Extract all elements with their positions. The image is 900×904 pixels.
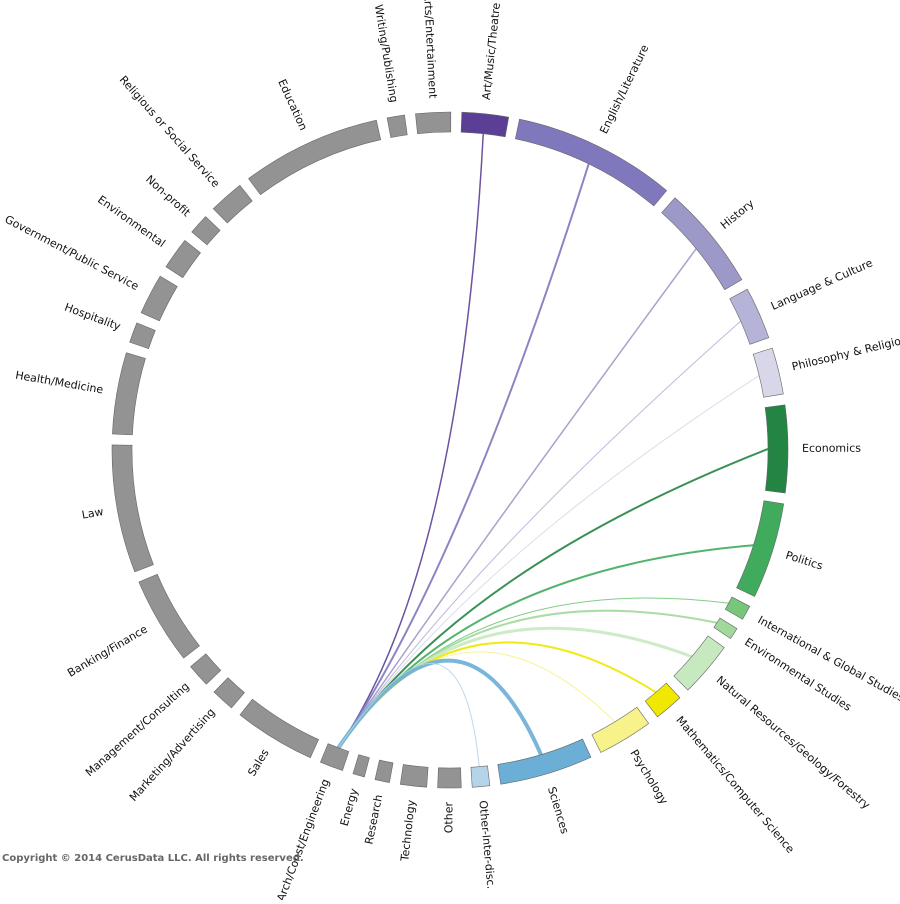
chord-link	[336, 658, 543, 756]
segment-arc	[661, 197, 743, 291]
segment-label: Banking/Finance	[65, 623, 150, 680]
segment-arc	[374, 759, 394, 783]
segment-label: Psychology	[627, 747, 670, 807]
copyright: Copyright © 2014 CerusData LLC. All righ…	[2, 853, 304, 864]
segment-arc	[515, 118, 668, 207]
segment-arc	[138, 573, 200, 659]
segment-arc	[248, 119, 382, 196]
segment-arc	[320, 743, 350, 771]
segment-label: Philosophy & Religion	[791, 333, 900, 373]
segment-label: Education	[275, 77, 310, 132]
segment-label: Language & Culture	[769, 256, 875, 313]
segment-label: Research	[362, 793, 385, 845]
segment-label: Writing/Publishing	[372, 3, 401, 103]
segment-arc	[386, 114, 408, 138]
segment-label: Health/Medicine	[14, 369, 104, 397]
segment-label: Politics	[784, 549, 825, 573]
chord-link	[337, 320, 742, 749]
segment-arc	[736, 500, 785, 597]
segment-arc	[140, 275, 178, 322]
chord-link	[337, 448, 769, 749]
segment-label: Technology	[398, 799, 418, 863]
segment-arc	[190, 653, 222, 685]
segment-arc	[764, 404, 789, 494]
segment-arc	[129, 322, 156, 349]
segment-arc	[724, 596, 751, 620]
segment-label: Non-profit	[143, 173, 193, 220]
segment-label: Hospitality	[63, 301, 123, 334]
chord-link	[337, 163, 590, 749]
segment-arc	[713, 617, 738, 639]
segment-label: Energy	[338, 787, 361, 828]
segment-label: English/Literature	[597, 42, 651, 135]
segment-label: History	[718, 197, 757, 232]
chord-link	[337, 133, 484, 749]
segment-arc	[213, 677, 245, 709]
segment-label: Government/Public Service	[3, 213, 141, 293]
chord-link	[337, 375, 760, 749]
segment-arc	[591, 706, 650, 753]
segment-label: Religious or Social Service	[117, 73, 223, 190]
chord-link	[337, 663, 480, 767]
segment-label: Environmental	[95, 193, 168, 250]
segment-arc	[352, 754, 370, 778]
segment-label: Management/Consulting	[83, 680, 192, 780]
segment-label: Economics	[802, 442, 861, 455]
segment-label: Sciences	[545, 785, 571, 835]
segment-arc	[460, 111, 510, 138]
chord-link	[337, 248, 697, 749]
segment-arc	[111, 444, 154, 573]
segment-label: Law	[81, 505, 105, 522]
segment-label: Sales	[245, 747, 271, 779]
segment-arc	[752, 347, 784, 398]
segment-arc	[415, 111, 452, 134]
segment-arc	[212, 184, 253, 224]
segment-label: Art/Music/Theatre	[480, 2, 503, 101]
segment-arc	[112, 352, 146, 436]
segment-arc	[644, 682, 681, 718]
segment-arc	[470, 765, 491, 788]
segment-label: Other	[442, 802, 455, 834]
links	[336, 133, 769, 767]
segment-arc	[497, 738, 592, 785]
segment-label: Arch/Const/Engineering	[274, 777, 332, 900]
segment-arc	[239, 698, 319, 759]
segment-label: Other-Inter-disc.	[476, 800, 497, 890]
segment-arc	[729, 288, 770, 345]
segment-arc	[399, 764, 429, 788]
segment-arc	[165, 240, 201, 279]
segment-arc	[191, 216, 221, 246]
segment-arc	[437, 767, 462, 789]
segment-label: Arts/Entertainment	[421, 0, 439, 99]
segment-arc	[673, 635, 725, 691]
